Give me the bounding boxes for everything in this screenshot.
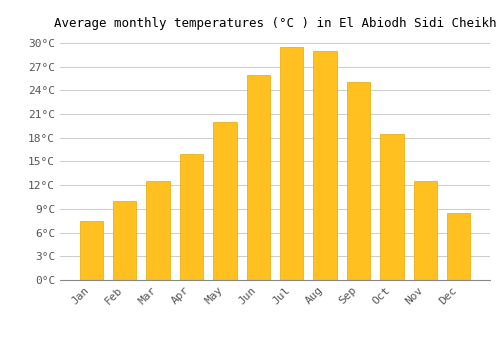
Bar — [280, 47, 303, 280]
Bar — [80, 221, 103, 280]
Bar — [246, 75, 270, 280]
Title: Average monthly temperatures (°C ) in El Abiodh Sidi Cheikh: Average monthly temperatures (°C ) in El… — [54, 17, 496, 30]
Bar — [314, 51, 337, 280]
Bar — [180, 154, 203, 280]
Bar — [447, 213, 470, 280]
Bar — [380, 134, 404, 280]
Bar — [213, 122, 236, 280]
Bar — [414, 181, 437, 280]
Bar — [113, 201, 136, 280]
Bar — [146, 181, 170, 280]
Bar — [347, 82, 370, 280]
